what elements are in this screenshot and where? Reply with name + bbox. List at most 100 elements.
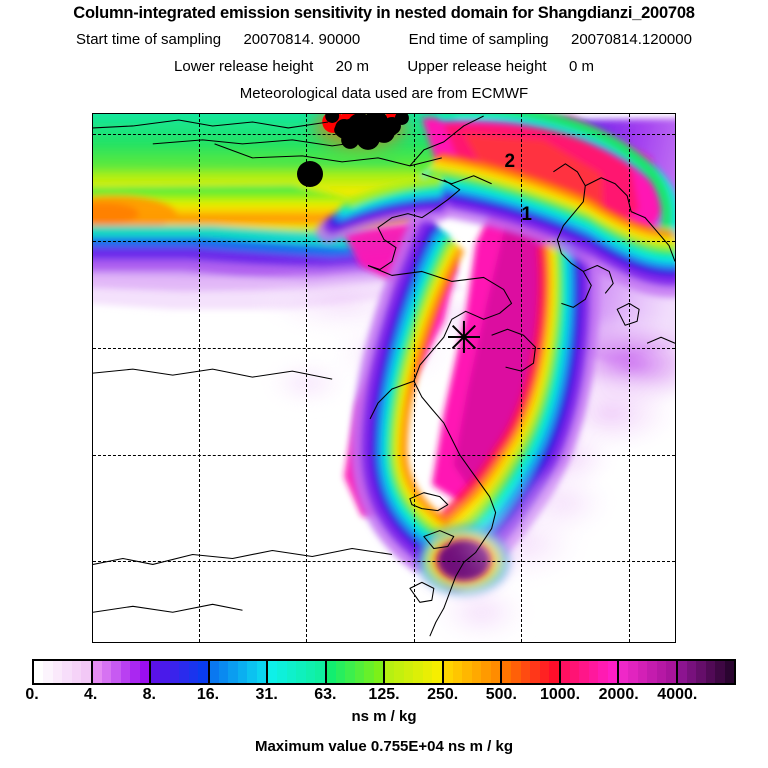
colorbar-step [218, 661, 229, 683]
colorbar-class-5 [326, 661, 385, 683]
colorbar-tick-7: 250. [427, 686, 459, 703]
release-site-star [447, 320, 481, 354]
gridline-horizontal [93, 347, 675, 349]
upper-release-value: 0 m [568, 58, 594, 75]
colorbar-class-9 [560, 661, 619, 683]
colorbar-step [237, 661, 248, 683]
colorbar-swatches [32, 659, 736, 685]
colorbar-tick-8: 500. [485, 686, 517, 703]
colorbar-step [256, 661, 267, 683]
colorbar-step [394, 661, 404, 683]
colorbar-step [619, 661, 629, 683]
colorbar-step [588, 661, 599, 683]
colorbar-tick-5: 63. [314, 686, 337, 703]
colorbar-class-7 [443, 661, 502, 683]
colorbar-step [169, 661, 180, 683]
colorbar-tick-2: 8. [142, 686, 156, 703]
colorbar-step [462, 661, 472, 683]
colorbar-step [530, 661, 540, 683]
colorbar-step [432, 661, 442, 683]
end-time-label: End time of sampling [408, 31, 549, 48]
emission-sensitivity-plume [93, 114, 675, 642]
colorbar-step [286, 661, 297, 683]
colorbar-class-1 [92, 661, 151, 683]
colorbar-step [539, 661, 550, 683]
colorbar-step [345, 661, 355, 683]
colorbar-step [549, 661, 559, 683]
colorbar-step [413, 661, 423, 683]
colorbar-step [373, 661, 384, 683]
coastline-overlay [93, 115, 675, 637]
colorbar-tick-0: 0. [25, 686, 39, 703]
colorbar-class-6 [385, 661, 444, 683]
colorbar-class-4 [268, 661, 327, 683]
page-title: Column-integrated emission sensitivity i… [73, 4, 695, 22]
colorbar [32, 659, 736, 685]
colorbar-step [81, 661, 91, 683]
colorbar-step [326, 661, 336, 683]
colorbar-step [354, 661, 365, 683]
colorbar-step [198, 661, 208, 683]
colorbar-step [696, 661, 706, 683]
colorbar-step [490, 661, 501, 683]
colorbar-step [305, 661, 316, 683]
colorbar-tick-10: 2000. [598, 686, 639, 703]
colorbar-step [277, 661, 287, 683]
colorbar-step [364, 661, 374, 683]
colorbar-step [209, 661, 219, 683]
start-time-value: 20070814. 90000 [243, 31, 361, 48]
colorbar-step [92, 661, 102, 683]
gridline-layer [93, 114, 675, 642]
colorbar-tick-11: 4000. [657, 686, 698, 703]
colorbar-step [120, 661, 131, 683]
colorbar-step [560, 661, 570, 683]
colorbar-class-8 [502, 661, 561, 683]
colorbar-step [62, 661, 72, 683]
gridline-vertical [521, 114, 523, 642]
gridline-horizontal [93, 561, 675, 563]
colorbar-step [628, 661, 638, 683]
colorbar-step [705, 661, 716, 683]
gridline-vertical [629, 114, 631, 642]
colorbar-step [452, 661, 463, 683]
colorbar-step [160, 661, 170, 683]
colorbar-step [179, 661, 189, 683]
gridline-horizontal [93, 454, 675, 456]
colorbar-class-3 [209, 661, 268, 683]
map-plot-panel: 2 1 [92, 113, 676, 643]
colorbar-step [268, 661, 278, 683]
colorbar-step [247, 661, 257, 683]
colorbar-step [111, 661, 121, 683]
colorbar-class-2 [151, 661, 210, 683]
colorbar-step [228, 661, 238, 683]
colorbar-step [443, 661, 453, 683]
colorbar-step [656, 661, 667, 683]
map-label-1: 1 [521, 203, 532, 225]
colorbar-step [607, 661, 618, 683]
colorbar-step [188, 661, 199, 683]
colorbar-step [471, 661, 482, 683]
gridline-horizontal [93, 134, 675, 136]
colorbar-tick-3: 16. [196, 686, 220, 703]
colorbar-units-label: ns m / kg [351, 708, 417, 725]
lower-release-label: Lower release height [174, 58, 314, 75]
colorbar-tick-4: 31. [255, 686, 278, 703]
colorbar-step [130, 661, 140, 683]
colorbar-step [34, 661, 44, 683]
colorbar-step [151, 661, 161, 683]
release-height-line: Lower release height 20 m Upper release … [0, 58, 768, 75]
colorbar-step [677, 661, 687, 683]
colorbar-step [403, 661, 414, 683]
colorbar-step [715, 661, 725, 683]
colorbar-tick-1: 4. [83, 686, 98, 703]
colorbar-class-0 [34, 661, 93, 683]
colorbar-step [43, 661, 53, 683]
colorbar-step [335, 661, 346, 683]
colorbar-tick-9: 1000. [539, 686, 581, 703]
colorbar-step [511, 661, 521, 683]
lower-release-value: 20 m [335, 58, 369, 75]
gridline-vertical [198, 114, 200, 642]
upper-release-label: Upper release height [407, 58, 547, 75]
colorbar-step [637, 661, 648, 683]
gridline-vertical [413, 114, 415, 642]
